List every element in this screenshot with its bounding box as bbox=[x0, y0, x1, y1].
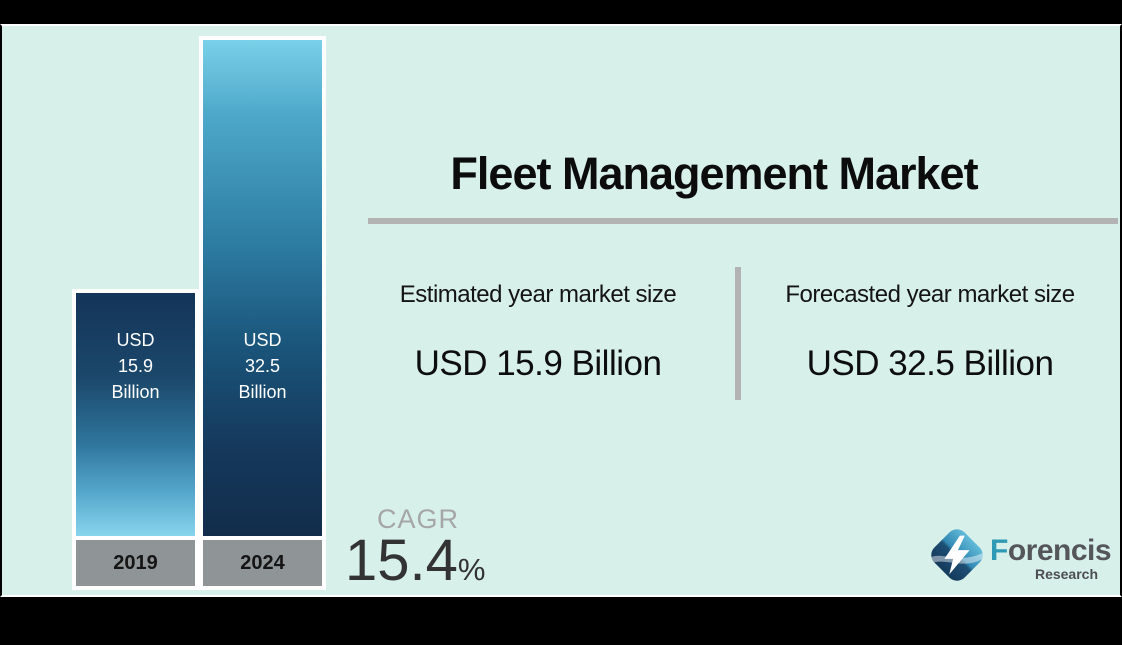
title-divider bbox=[368, 218, 1118, 224]
cagr-label: CAGR bbox=[377, 504, 460, 534]
bar-2019-amount: 15.9 bbox=[117, 356, 154, 376]
brand-name: Forencis bbox=[990, 534, 1112, 568]
bar-2019-unit: Billion bbox=[111, 382, 160, 402]
page-title: Fleet Management Market bbox=[450, 148, 978, 199]
axis-label-2019: 2019 bbox=[76, 540, 195, 586]
forencis-logo: Forencis Research bbox=[926, 522, 1112, 590]
bar-2024-currency: USD bbox=[243, 330, 282, 350]
bar-column-2024: USD 32.5 Billion 2024 bbox=[199, 36, 326, 590]
bar-2024: USD 32.5 Billion bbox=[203, 40, 322, 536]
diamond-bolt-icon bbox=[927, 529, 987, 581]
cagr-value: 15.4% bbox=[345, 528, 486, 593]
bar-2019: USD 15.9 Billion bbox=[76, 293, 195, 536]
bar-2019-currency: USD bbox=[116, 330, 155, 350]
cagr-number: 15.4 bbox=[345, 528, 458, 593]
bar-2024-value-label: USD 32.5 Billion bbox=[203, 327, 322, 405]
axis-label-2024: 2024 bbox=[203, 540, 322, 586]
cagr-percent-sign: % bbox=[457, 552, 486, 587]
bar-2024-unit: Billion bbox=[238, 382, 287, 402]
stats-column-divider bbox=[735, 267, 741, 400]
forecasted-year-value: USD 32.5 Billion bbox=[806, 344, 1054, 383]
bar-2019-value-label: USD 15.9 Billion bbox=[76, 327, 195, 405]
estimated-year-value: USD 15.9 Billion bbox=[414, 344, 662, 383]
brand-initial: F bbox=[990, 534, 1008, 567]
estimated-year-heading: Estimated year market size bbox=[399, 281, 677, 308]
bar-2024-amount: 32.5 bbox=[244, 356, 281, 376]
forecasted-year-heading: Forecasted year market size bbox=[785, 281, 1075, 308]
brand-subtitle: Research bbox=[1034, 566, 1098, 582]
bar-column-2019: USD 15.9 Billion 2019 bbox=[72, 289, 199, 590]
brand-rest: orencis bbox=[1007, 534, 1112, 567]
